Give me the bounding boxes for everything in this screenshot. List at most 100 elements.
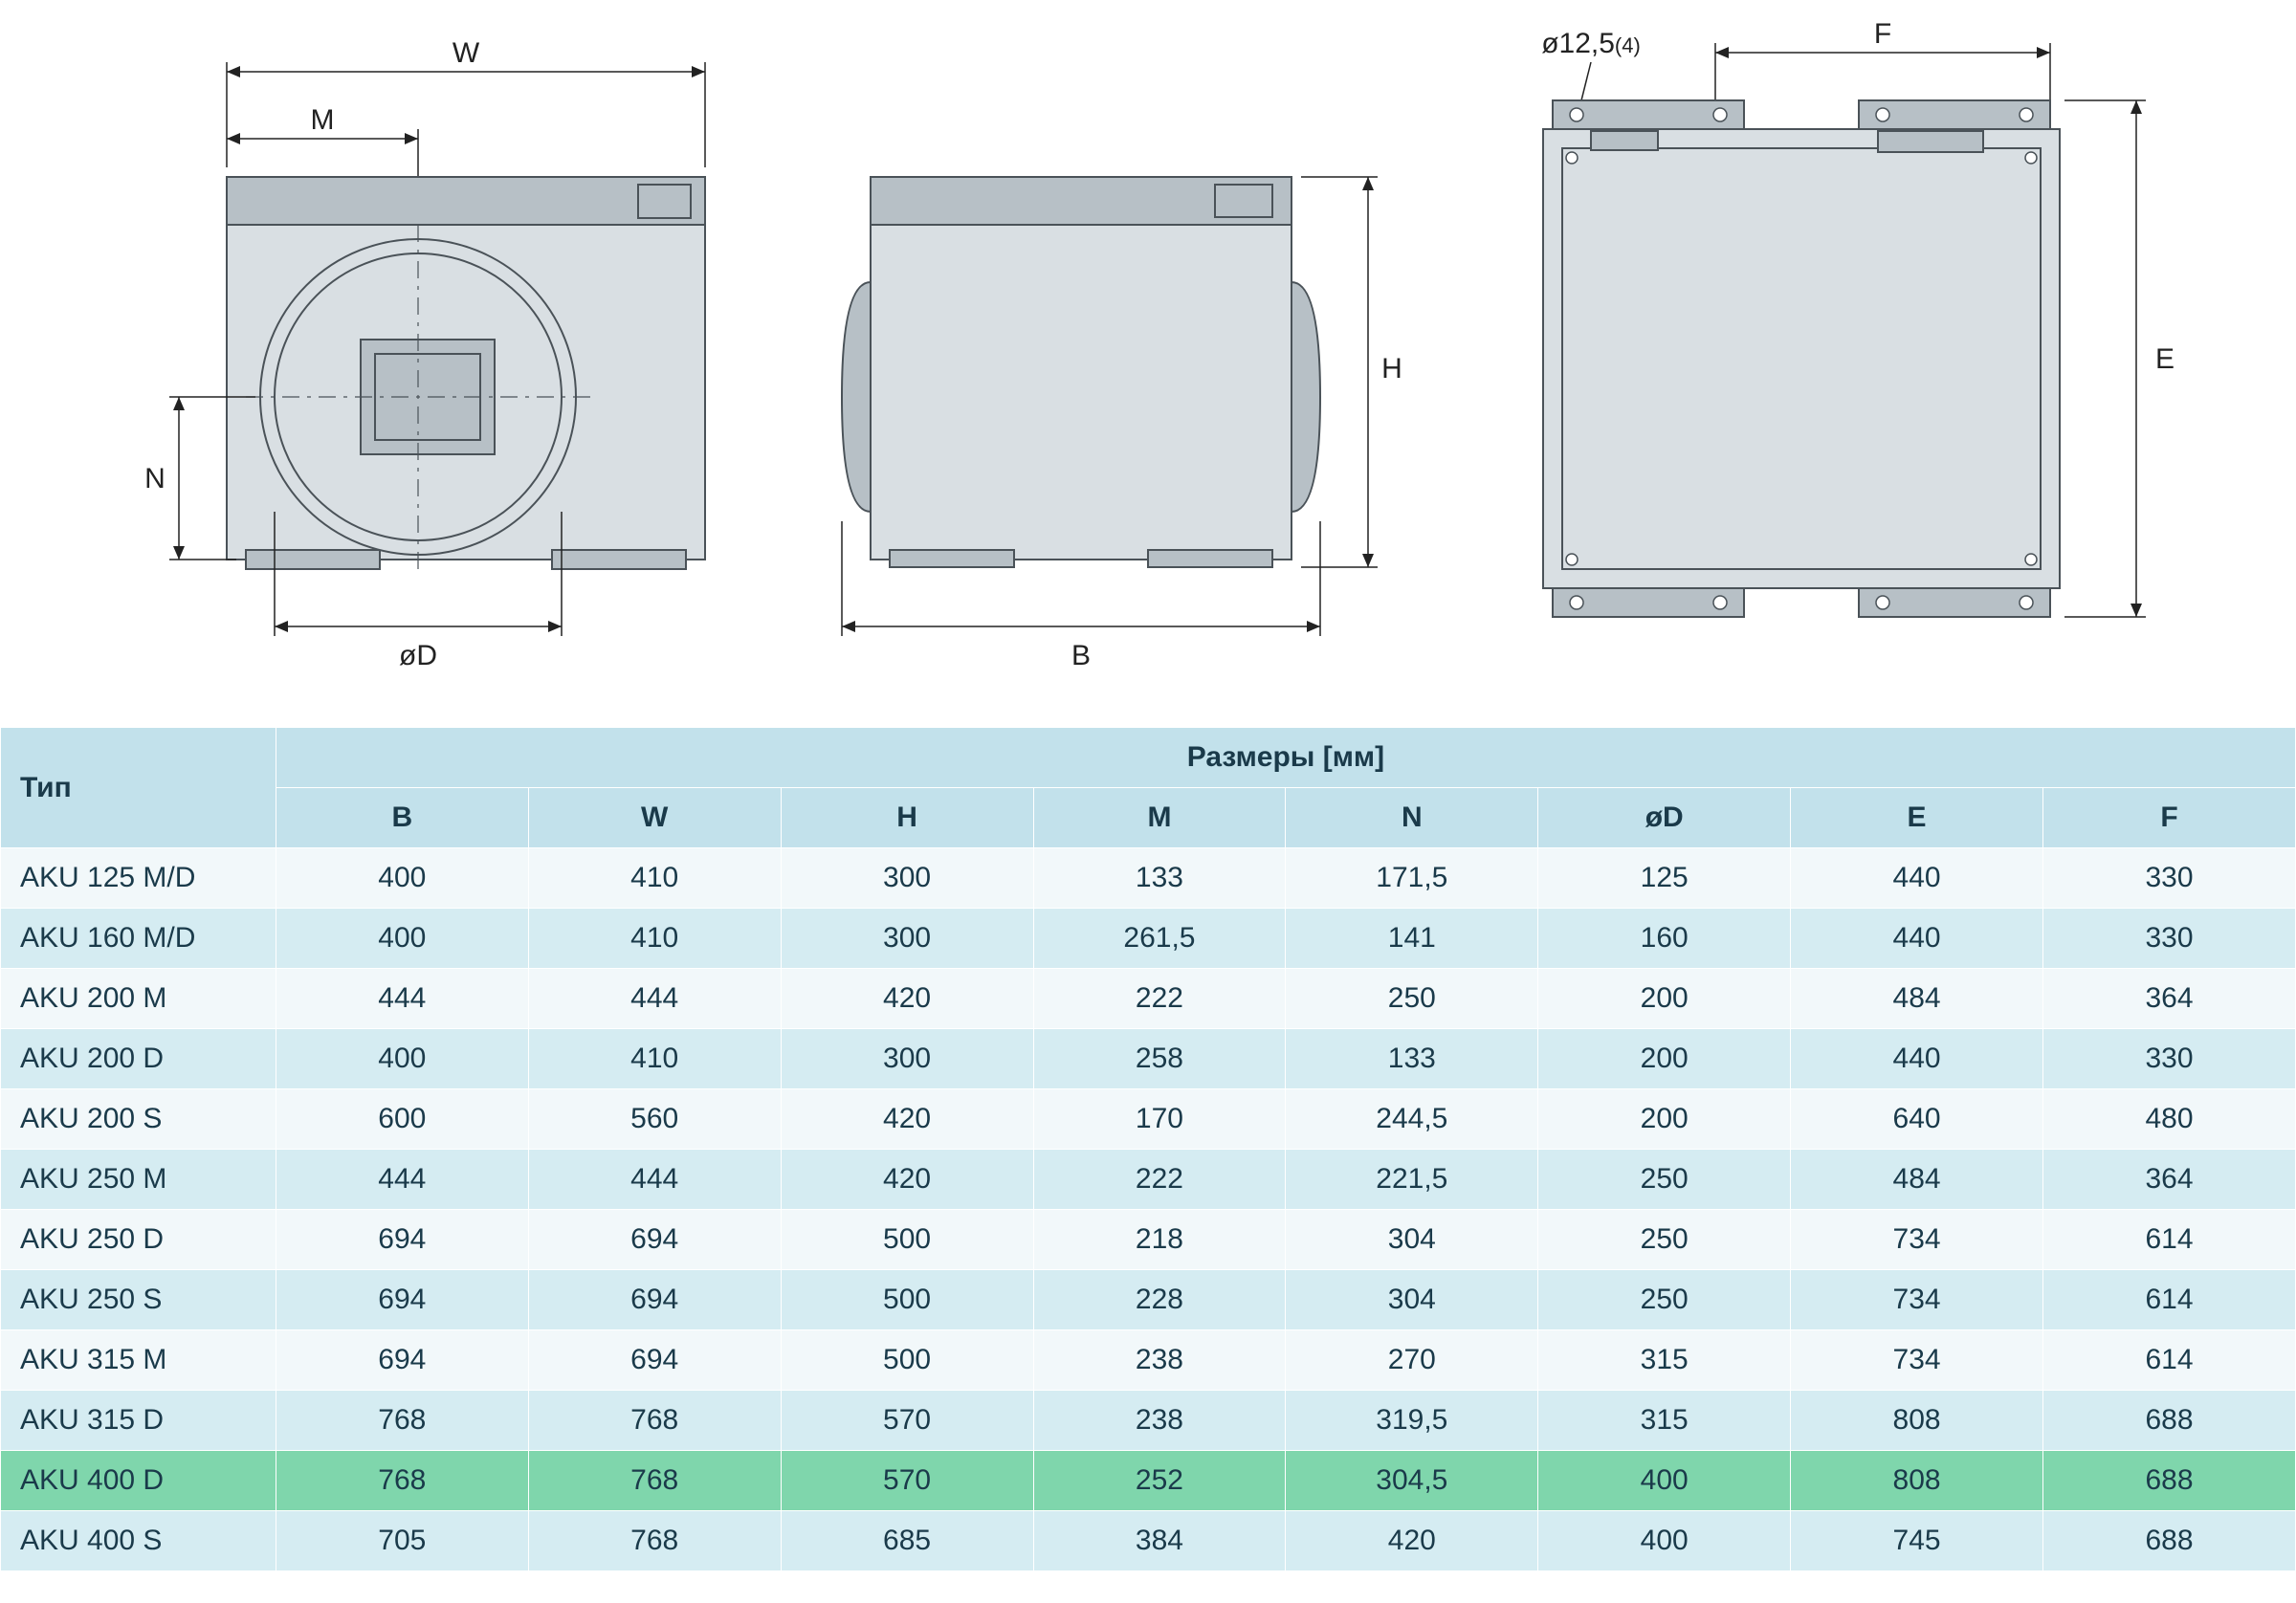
data-cell: 500 [781, 1210, 1033, 1270]
data-cell: 330 [2043, 848, 2296, 909]
dim-label-B: B [1071, 640, 1091, 671]
data-cell: 745 [1791, 1511, 2043, 1571]
column-header: øD [1538, 788, 1791, 848]
data-cell: 694 [528, 1210, 781, 1270]
data-cell: 484 [1791, 1150, 2043, 1210]
column-header: W [528, 788, 781, 848]
data-cell: 440 [1791, 848, 2043, 909]
column-header: F [2043, 788, 2296, 848]
table-row: AKU 200 S600560420170244,5200640480 [1, 1089, 2296, 1150]
data-cell: 768 [528, 1451, 781, 1511]
table-row: AKU 200 M444444420222250200484364 [1, 969, 2296, 1029]
data-cell: 315 [1538, 1391, 1791, 1451]
data-cell: 410 [528, 848, 781, 909]
data-cell: 420 [1286, 1511, 1538, 1571]
data-cell: 244,5 [1286, 1089, 1538, 1150]
data-cell: 200 [1538, 1029, 1791, 1089]
data-cell: 300 [781, 848, 1033, 909]
type-cell: AKU 250 S [1, 1270, 276, 1330]
technical-drawings-row: W M [0, 0, 2296, 727]
data-cell: 250 [1538, 1150, 1791, 1210]
table-row: AKU 200 D400410300258133200440330 [1, 1029, 2296, 1089]
table-body: AKU 125 M/D400410300133171,5125440330AKU… [1, 848, 2296, 1571]
table-row: AKU 400 D768768570252304,5400808688 [1, 1451, 2296, 1511]
type-cell: AKU 200 D [1, 1029, 276, 1089]
data-cell: 261,5 [1033, 909, 1286, 969]
table-row: AKU 315 D768768570238319,5315808688 [1, 1391, 2296, 1451]
table-row: AKU 250 M444444420222221,5250484364 [1, 1150, 2296, 1210]
dim-label-D: øD [399, 640, 437, 671]
data-cell: 200 [1538, 1089, 1791, 1150]
data-cell: 238 [1033, 1330, 1286, 1391]
data-cell: 570 [781, 1391, 1033, 1451]
top-view-diagram: ø12,5(4) F [1476, 14, 2184, 689]
data-cell: 734 [1791, 1210, 2043, 1270]
data-cell: 250 [1286, 969, 1538, 1029]
data-cell: 250 [1538, 1210, 1791, 1270]
table-row: AKU 250 S694694500228304250734614 [1, 1270, 2296, 1330]
data-cell: 400 [1538, 1511, 1791, 1571]
data-cell: 480 [2043, 1089, 2296, 1150]
data-cell: 304 [1286, 1270, 1538, 1330]
data-cell: 364 [2043, 969, 2296, 1029]
data-cell: 304,5 [1286, 1451, 1538, 1511]
data-cell: 444 [528, 969, 781, 1029]
table-row: AKU 250 D694694500218304250734614 [1, 1210, 2296, 1270]
data-cell: 768 [276, 1451, 528, 1511]
data-cell: 694 [276, 1330, 528, 1391]
data-cell: 484 [1791, 969, 2043, 1029]
data-cell: 300 [781, 909, 1033, 969]
table-row: AKU 125 M/D400410300133171,5125440330 [1, 848, 2296, 909]
data-cell: 400 [276, 848, 528, 909]
column-header: N [1286, 788, 1538, 848]
type-cell: AKU 250 M [1, 1150, 276, 1210]
table-row: AKU 160 M/D400410300261,5141160440330 [1, 909, 2296, 969]
front-view-diagram: W M [112, 14, 743, 689]
type-cell: AKU 200 S [1, 1089, 276, 1150]
data-cell: 250 [1538, 1270, 1791, 1330]
data-cell: 734 [1791, 1270, 2043, 1330]
data-cell: 410 [528, 909, 781, 969]
data-cell: 768 [276, 1391, 528, 1451]
type-cell: AKU 160 M/D [1, 909, 276, 969]
data-cell: 300 [781, 1029, 1033, 1089]
data-cell: 315 [1538, 1330, 1791, 1391]
table-row: AKU 400 S705768685384420400745688 [1, 1511, 2296, 1571]
data-cell: 768 [528, 1511, 781, 1571]
data-cell: 560 [528, 1089, 781, 1150]
type-cell: AKU 250 D [1, 1210, 276, 1270]
data-cell: 420 [781, 969, 1033, 1029]
data-cell: 570 [781, 1451, 1033, 1511]
data-cell: 270 [1286, 1330, 1538, 1391]
dim-label-E: E [2155, 343, 2175, 375]
table-row: AKU 315 M694694500238270315734614 [1, 1330, 2296, 1391]
dim-label-hole-sub: (4) [1615, 33, 1641, 57]
dim-label-F: F [1874, 18, 1891, 50]
data-cell: 330 [2043, 1029, 2296, 1089]
data-cell: 694 [276, 1210, 528, 1270]
dim-label-N: N [144, 463, 166, 494]
data-cell: 222 [1033, 1150, 1286, 1210]
data-cell: 440 [1791, 909, 2043, 969]
data-cell: 200 [1538, 969, 1791, 1029]
data-cell: 330 [2043, 909, 2296, 969]
data-cell: 600 [276, 1089, 528, 1150]
type-cell: AKU 200 M [1, 969, 276, 1029]
data-cell: 319,5 [1286, 1391, 1538, 1451]
type-cell: AKU 125 M/D [1, 848, 276, 909]
data-cell: 440 [1791, 1029, 2043, 1089]
data-cell: 400 [1538, 1451, 1791, 1511]
data-cell: 808 [1791, 1391, 2043, 1451]
data-cell: 125 [1538, 848, 1791, 909]
column-header: M [1033, 788, 1286, 848]
data-cell: 171,5 [1286, 848, 1538, 909]
dim-label-W: W [452, 37, 479, 69]
type-cell: AKU 400 S [1, 1511, 276, 1571]
data-cell: 221,5 [1286, 1150, 1538, 1210]
data-cell: 400 [276, 909, 528, 969]
data-cell: 141 [1286, 909, 1538, 969]
data-cell: 614 [2043, 1210, 2296, 1270]
data-cell: 444 [528, 1150, 781, 1210]
dim-W: W [227, 37, 705, 167]
svg-text:ø12,5(4): ø12,5(4) [1542, 28, 1642, 59]
